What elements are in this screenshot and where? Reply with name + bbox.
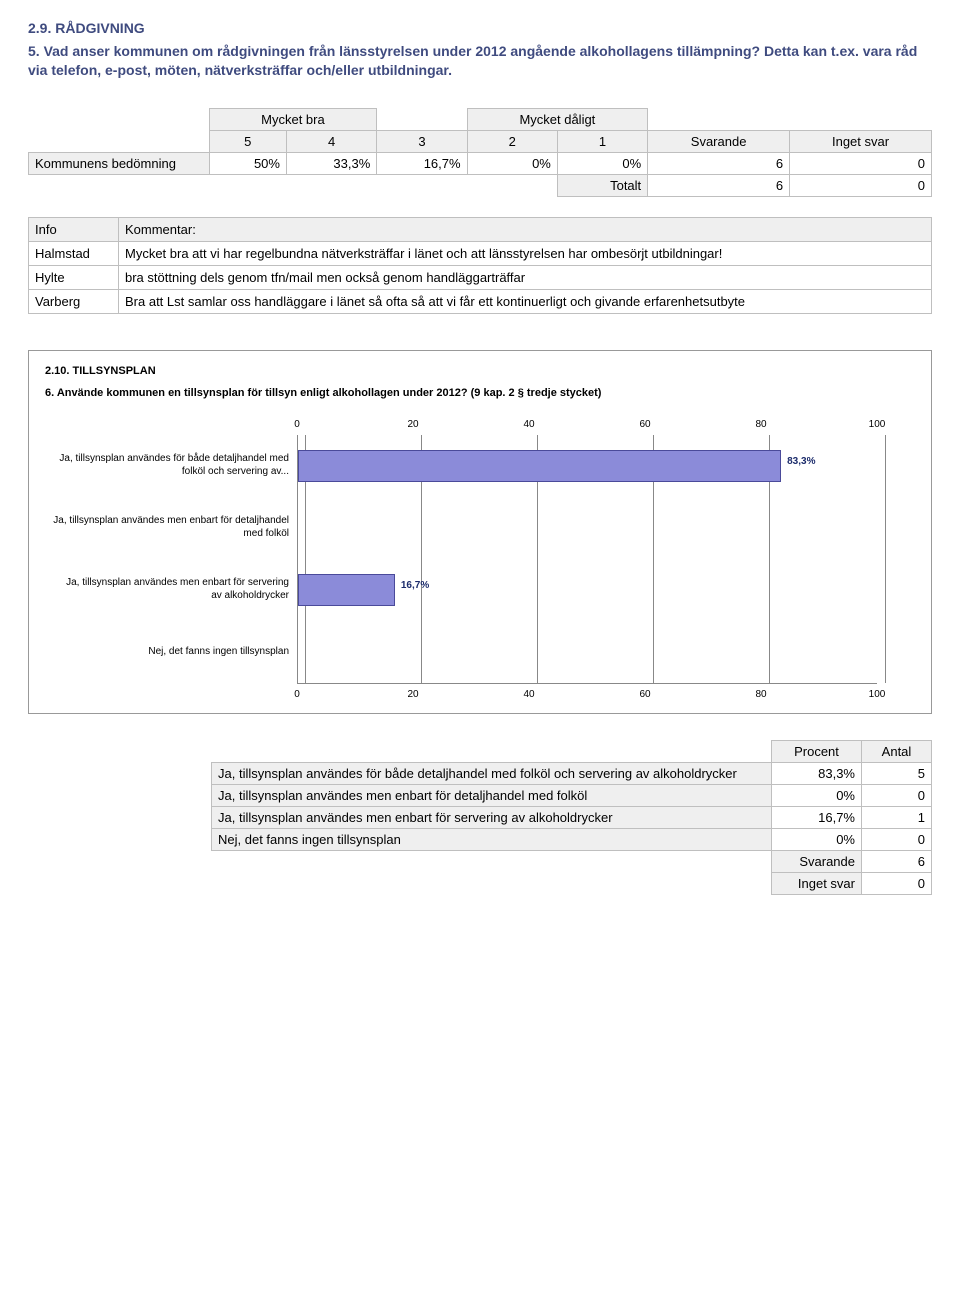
comment-text: Mycket bra att vi har regelbundna nätver…	[119, 241, 932, 265]
chart-plot: 83,3%	[297, 435, 877, 497]
pct-row: Ja, tillsynsplan användes för både detal…	[212, 762, 932, 784]
chart-row: Ja, tillsynsplan användes men enbart för…	[53, 497, 915, 559]
chart-question: 6. Använde kommunen en tillsynsplan för …	[45, 387, 915, 399]
axis-tick: 20	[407, 419, 418, 430]
chart-area: Ja, tillsynsplan användes för både detal…	[53, 435, 915, 683]
chart-bottom-axis-line	[297, 683, 877, 687]
val-4: 33,3%	[286, 152, 376, 174]
chart-bar-value-label: 16,7%	[401, 580, 429, 591]
comment-row: Varberg Bra att Lst samlar oss handlägga…	[29, 289, 932, 313]
chart-top-axis: 020406080100	[297, 419, 877, 435]
axis-tick: 100	[869, 419, 886, 430]
comment-text: Bra att Lst samlar oss handläggare i län…	[119, 289, 932, 313]
totalt-label: Totalt	[557, 174, 647, 196]
val-3: 16,7%	[377, 152, 467, 174]
val-svarande: 6	[648, 152, 790, 174]
pct-row-label: Ja, tillsynsplan användes för både detal…	[212, 762, 772, 784]
pct-row-pct: 83,3%	[772, 762, 862, 784]
chart-category-label: Ja, tillsynsplan användes för både detal…	[53, 453, 297, 478]
pct-row-n: 0	[862, 784, 932, 806]
val-1: 0%	[557, 152, 647, 174]
val-inget-svar: 0	[790, 152, 932, 174]
chart-category-label: Ja, tillsynsplan användes men enbart för…	[53, 515, 297, 540]
chart-image-block: 2.10. TILLSYNSPLAN 6. Använde kommunen e…	[28, 350, 932, 714]
pct-row-label: Ja, tillsynsplan användes men enbart för…	[212, 784, 772, 806]
axis-tick: 60	[639, 689, 650, 700]
header-mycket-bra: Mycket bra	[209, 108, 377, 130]
chart-category-label: Ja, tillsynsplan användes men enbart för…	[53, 577, 297, 602]
comment-who: Varberg	[29, 289, 119, 313]
chart-plot	[297, 621, 877, 683]
chart-plot	[297, 497, 877, 559]
axis-tick: 80	[755, 419, 766, 430]
pct-row: Ja, tillsynsplan användes men enbart för…	[212, 806, 932, 828]
comment-row: Halmstad Mycket bra att vi har regelbund…	[29, 241, 932, 265]
pct-header-antal: Antal	[862, 740, 932, 762]
chart-row: Ja, tillsynsplan användes men enbart för…	[53, 559, 915, 621]
pct-row-pct: 16,7%	[772, 806, 862, 828]
axis-tick: 40	[523, 689, 534, 700]
axis-tick: 0	[294, 419, 300, 430]
scale-3: 3	[377, 130, 467, 152]
axis-tick: 100	[869, 689, 886, 700]
comments-info-header: Info	[29, 217, 119, 241]
chart-plot: 16,7%	[297, 559, 877, 621]
chart-heading: 2.10. TILLSYNSPLAN	[45, 365, 915, 377]
chart-row: Ja, tillsynsplan användes för både detal…	[53, 435, 915, 497]
header-svarande: Svarande	[648, 130, 790, 152]
scale-5: 5	[209, 130, 286, 152]
pct-header-procent: Procent	[772, 740, 862, 762]
chart-bar	[298, 450, 781, 482]
chart-row: Nej, det fanns ingen tillsynsplan	[53, 621, 915, 683]
section-question: 5. Vad anser kommunen om rådgivningen fr…	[28, 42, 932, 80]
pct-row-label: Ja, tillsynsplan användes men enbart för…	[212, 806, 772, 828]
axis-tick: 0	[294, 689, 300, 700]
comment-text: bra stöttning dels genom tfn/mail men oc…	[119, 265, 932, 289]
totalt-svarande: 6	[648, 174, 790, 196]
assessment-table: Mycket bra Mycket dåligt 5 4 3 2 1 Svara…	[28, 108, 932, 197]
section-heading: 2.9. RÅDGIVNING	[28, 20, 932, 36]
pct-row-label: Nej, det fanns ingen tillsynsplan	[212, 828, 772, 850]
comments-table: Info Kommentar: Halmstad Mycket bra att …	[28, 217, 932, 314]
totalt-inget: 0	[790, 174, 932, 196]
comment-who: Hylte	[29, 265, 119, 289]
comments-kommentar-header: Kommentar:	[119, 217, 932, 241]
header-inget-svar: Inget svar	[790, 130, 932, 152]
scale-1: 1	[557, 130, 647, 152]
val-2: 0%	[467, 152, 557, 174]
pct-row-n: 5	[862, 762, 932, 784]
pct-row-pct: 0%	[772, 784, 862, 806]
pct-row: Ja, tillsynsplan användes men enbart för…	[212, 784, 932, 806]
pct-svarande-n: 6	[862, 850, 932, 872]
chart-bar	[298, 574, 395, 606]
pct-row-n: 0	[862, 828, 932, 850]
scale-2: 2	[467, 130, 557, 152]
val-5: 50%	[209, 152, 286, 174]
pct-svarande-label: Svarande	[772, 850, 862, 872]
chart-bottom-axis: 020406080100	[297, 689, 877, 705]
axis-tick: 40	[523, 419, 534, 430]
comment-row: Hylte bra stöttning dels genom tfn/mail …	[29, 265, 932, 289]
header-mycket-daligt: Mycket dåligt	[467, 108, 648, 130]
scale-4: 4	[286, 130, 376, 152]
pct-row-pct: 0%	[772, 828, 862, 850]
axis-tick: 60	[639, 419, 650, 430]
pct-row-n: 1	[862, 806, 932, 828]
chart-category-label: Nej, det fanns ingen tillsynsplan	[53, 646, 297, 659]
pct-row: Nej, det fanns ingen tillsynsplan 0% 0	[212, 828, 932, 850]
percent-table: Procent Antal Ja, tillsynsplan användes …	[211, 740, 932, 895]
comment-who: Halmstad	[29, 241, 119, 265]
pct-inget-svar-n: 0	[862, 872, 932, 894]
axis-tick: 80	[755, 689, 766, 700]
pct-inget-svar-label: Inget svar	[772, 872, 862, 894]
chart-bar-value-label: 83,3%	[787, 456, 815, 467]
row-label: Kommunens bedömning	[29, 152, 210, 174]
axis-tick: 20	[407, 689, 418, 700]
